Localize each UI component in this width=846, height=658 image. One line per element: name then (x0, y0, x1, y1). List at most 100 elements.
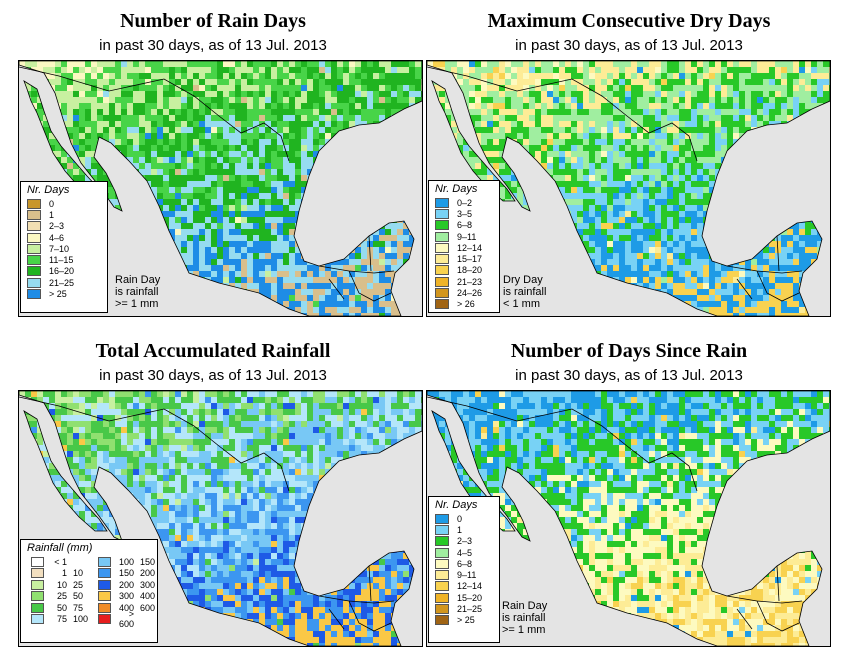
legend-entry: 200 300 (92, 579, 155, 591)
days-since-rain-legend: Nr. Days 0 1 2–3 4–5 6–8 9–11 12–14 15–20 21–25 >… (428, 496, 500, 643)
legend-swatch (98, 591, 112, 602)
legend-range-high: 400 (140, 591, 156, 602)
legend-range-low: 1 (61, 568, 67, 579)
legend-entry: 25 50 (25, 591, 88, 603)
legend-entry: 18–20 (429, 265, 499, 276)
legend-swatch (98, 568, 112, 579)
legend-swatch (98, 602, 112, 613)
legend-swatch (98, 579, 112, 590)
panel-title: Number of Rain Days (120, 10, 306, 32)
legend-label: > 25 (457, 615, 475, 626)
legend-swatch (435, 547, 449, 558)
legend-range-high: 150 (140, 556, 156, 567)
legend-label: 15–20 (457, 592, 483, 603)
baja-coastline (23, 410, 108, 532)
legend-entry: 400 600 (92, 602, 155, 614)
legend-label: 1 (49, 209, 55, 220)
legend-label: 18–20 (457, 265, 483, 276)
legend-swatch (27, 266, 41, 277)
panel-subtitle: in past 30 days, as of 13 Jul. 2013 (99, 37, 327, 54)
legend-swatch (435, 265, 449, 276)
coastline (19, 61, 422, 316)
legend-label: 9–11 (457, 231, 477, 242)
panel-subtitle: in past 30 days, as of 13 Jul. 2013 (515, 367, 743, 384)
legend-swatch (31, 602, 44, 613)
legend-entry: 12–14 (429, 581, 499, 592)
legend-label: 3–5 (457, 208, 473, 219)
legend-swatch (435, 276, 449, 287)
legend-label: 2–3 (49, 221, 65, 232)
rain-days-legend: Nr. Days 0 1 2–3 4–6 7–10 11–15 16–20 21–25 > 25 (20, 181, 108, 313)
legend-swatch (435, 231, 449, 242)
legend-label: 15–17 (457, 254, 483, 265)
legend-entry: 2–3 (429, 536, 499, 547)
legend-entry: 0 (21, 198, 107, 209)
legend-title: Nr. Days (27, 184, 70, 196)
legend-swatch (31, 556, 44, 567)
legend-label: 12–14 (457, 242, 483, 253)
legend-swatch (435, 558, 449, 569)
legend-swatch (435, 604, 449, 615)
legend-entry: 3–5 (429, 208, 499, 219)
legend-entry: 1 10 (25, 568, 88, 580)
legend-swatch (27, 221, 41, 232)
legend-entry: 2–3 (21, 221, 107, 232)
country-border (776, 235, 780, 272)
country-border (427, 396, 698, 492)
legend-entry: 16–20 (21, 266, 107, 277)
legend-label: 16–20 (49, 266, 75, 277)
panel-rain-days: Number of Rain Days in past 30 days, as … (8, 0, 423, 322)
legend-swatch (27, 209, 41, 220)
country-border (726, 265, 803, 274)
panel-title: Total Accumulated Rainfall (95, 340, 331, 362)
legend-range-low: 100 (119, 556, 135, 567)
legend-title: Rainfall (mm) (27, 542, 93, 554)
legend-label: > 25 (49, 289, 67, 300)
coastline (427, 61, 830, 316)
legend-range-high: 600 (140, 602, 156, 613)
legend-label: 0–2 (457, 197, 473, 208)
coastline (19, 391, 422, 646)
country-border (19, 396, 290, 492)
legend-entry: > 26 (429, 299, 499, 310)
legend-label: 21–23 (457, 276, 483, 287)
legend-range-high: 200 (140, 568, 156, 579)
legend-swatch (435, 242, 449, 253)
legend-label: 6–8 (457, 220, 473, 231)
legend-swatch (27, 243, 41, 254)
legend-label: > 26 (457, 299, 475, 310)
legend-swatch (31, 579, 44, 590)
country-border (318, 595, 395, 604)
dry-days-legend: Nr. Days 0–2 3–5 6–8 9–11 12–14 15–17 18–20 21–… (428, 180, 500, 313)
legend-entry: 9–11 (429, 231, 499, 242)
legend-label: 1 (457, 524, 463, 535)
legend-label: 9–11 (457, 570, 477, 581)
panel-days-since-rain: Number of Days Since Rain in past 30 day… (424, 330, 834, 652)
panel-title: Number of Days Since Rain (510, 340, 748, 362)
legend-range-low: 10 (56, 579, 67, 590)
legend-label: 21–25 (457, 604, 483, 615)
legend-swatch (435, 581, 449, 592)
legend-title: Nr. Days (435, 499, 478, 511)
legend-range-low: 75 (56, 614, 67, 625)
legend-entry: 24–26 (429, 287, 499, 299)
legend-range-low: 400 (119, 602, 135, 613)
legend-swatch (435, 536, 449, 547)
legend-label: 7–10 (49, 243, 70, 254)
legend-label: 6–8 (457, 558, 473, 569)
legend-entry: 4–6 (21, 232, 107, 243)
legend-swatch (31, 591, 44, 602)
legend-swatch (435, 524, 449, 535)
legend-entry: 100 150 (92, 556, 155, 568)
rain-day-note: Rain Day is rainfall >= 1 mm (502, 600, 548, 636)
rain-day-note: Rain Day is rainfall >= 1 mm (115, 274, 161, 310)
legend-entry: 0–2 (429, 197, 499, 208)
panel-dry-days: Maximum Consecutive Dry Days in past 30 … (424, 0, 834, 322)
country-border (368, 565, 372, 602)
legend-entry: 75 100 (25, 614, 88, 626)
legend-range-low: 50 (56, 602, 67, 613)
legend-label: 4–6 (49, 232, 65, 243)
legend-entry: 6–8 (429, 220, 499, 231)
panel-title: Maximum Consecutive Dry Days (487, 10, 771, 32)
baja-coastline (431, 410, 516, 532)
